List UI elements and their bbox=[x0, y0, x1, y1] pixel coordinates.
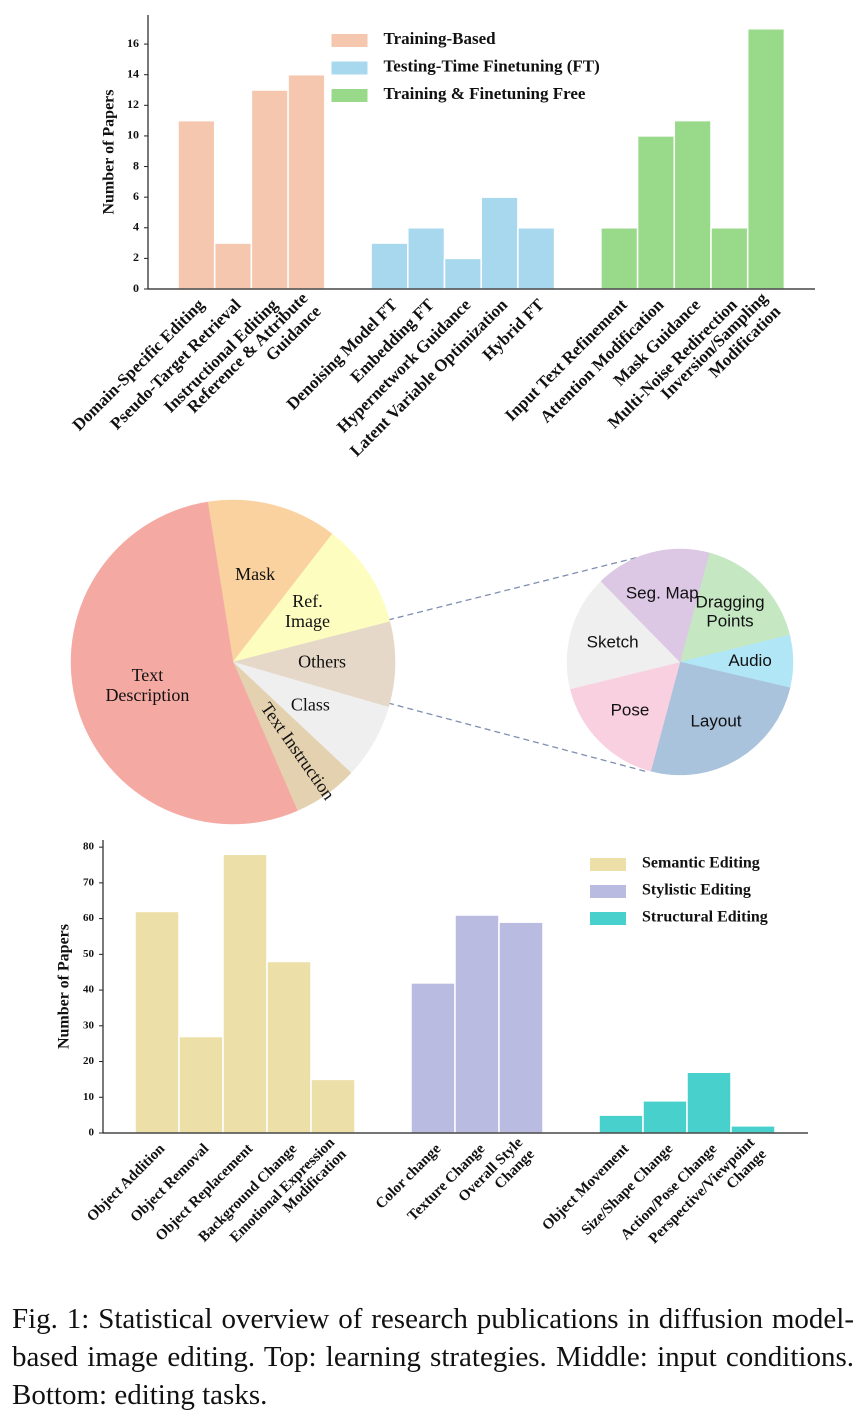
legend-label: Structural Editing bbox=[642, 909, 768, 926]
y-tick-label: 10 bbox=[127, 128, 139, 142]
y-tick-label: 60 bbox=[83, 912, 95, 924]
pie-slice bbox=[566, 580, 681, 690]
slice-label: Audio bbox=[728, 651, 771, 670]
legend-swatch bbox=[331, 89, 368, 102]
bar bbox=[266, 960, 312, 1134]
slice-label: Layout bbox=[690, 712, 741, 731]
y-tick-label: 2 bbox=[133, 250, 139, 264]
legend-label: Stylistic Editing bbox=[642, 882, 751, 899]
slice-label: Class bbox=[291, 694, 330, 714]
slice-label: Ref. Image bbox=[285, 591, 330, 631]
legend-swatch bbox=[590, 885, 626, 898]
bar bbox=[134, 910, 180, 1134]
bar bbox=[287, 73, 326, 290]
legend-label: Training & Finetuning Free bbox=[384, 84, 586, 103]
legend-swatch bbox=[331, 34, 368, 47]
bar bbox=[517, 227, 556, 290]
bar bbox=[642, 1100, 688, 1134]
pie-slice bbox=[207, 499, 333, 663]
y-tick-label: 0 bbox=[133, 281, 139, 295]
y-tick-label: 12 bbox=[127, 97, 139, 111]
slice-label: Sketch bbox=[587, 632, 639, 651]
pie-slice bbox=[232, 533, 391, 663]
y-tick-label: 70 bbox=[83, 876, 95, 888]
y-axis-label: Number of Papers bbox=[101, 89, 118, 214]
bar bbox=[178, 1035, 224, 1134]
y-tick-label: 50 bbox=[83, 948, 95, 960]
bar bbox=[730, 1125, 776, 1134]
legend-label: Semantic Editing bbox=[642, 855, 760, 872]
slice-label: Dragging Points bbox=[696, 593, 765, 631]
y-axis-label: Number of Papers bbox=[56, 924, 73, 1049]
bar bbox=[710, 227, 749, 290]
bar bbox=[673, 119, 712, 290]
pie-slice bbox=[569, 661, 681, 772]
y-tick-label: 16 bbox=[127, 36, 139, 50]
legend-label: Testing-Time Finetuning (FT) bbox=[384, 56, 600, 75]
bar bbox=[310, 1078, 356, 1134]
bar bbox=[177, 119, 216, 290]
slice-label: Seg. Map bbox=[626, 584, 699, 603]
bar bbox=[686, 1071, 732, 1134]
y-tick-label: 40 bbox=[83, 984, 95, 996]
slice-label: Others bbox=[298, 652, 346, 672]
legend-swatch bbox=[590, 912, 626, 925]
x-tick-label: Object Removal bbox=[128, 1141, 213, 1226]
caption: Fig. 1: Statistical overview of research… bbox=[12, 1303, 854, 1411]
bar bbox=[213, 242, 253, 290]
bar bbox=[598, 1114, 644, 1134]
bar bbox=[410, 982, 456, 1134]
x-tick-label: Object Addition bbox=[84, 1140, 169, 1225]
bar bbox=[250, 89, 289, 290]
bar bbox=[746, 28, 786, 290]
y-tick-label: 20 bbox=[83, 1055, 95, 1067]
slice-label: Mask bbox=[235, 564, 275, 584]
bar bbox=[600, 227, 639, 290]
pie-slice bbox=[650, 661, 791, 776]
y-tick-label: 80 bbox=[83, 841, 95, 853]
bar bbox=[636, 135, 676, 290]
pie-slice bbox=[679, 552, 791, 663]
y-tick-label: 14 bbox=[127, 66, 139, 80]
legend-swatch bbox=[331, 61, 368, 75]
y-tick-label: 0 bbox=[89, 1127, 95, 1139]
pie-slice bbox=[600, 548, 710, 663]
y-tick-label: 4 bbox=[133, 220, 139, 234]
y-tick-label: 8 bbox=[133, 158, 139, 172]
bar bbox=[454, 914, 500, 1134]
bar bbox=[498, 921, 544, 1134]
slice-label: Pose bbox=[611, 701, 650, 720]
legend-swatch bbox=[590, 858, 626, 871]
bar bbox=[407, 227, 446, 290]
slice-label: Text Description bbox=[105, 665, 189, 705]
bar bbox=[443, 257, 482, 290]
pie-slice bbox=[70, 501, 298, 825]
connector bbox=[387, 552, 656, 621]
bar bbox=[370, 242, 409, 290]
x-tick-label: Overall StyleChange bbox=[456, 1135, 538, 1217]
y-tick-label: 10 bbox=[83, 1091, 95, 1103]
y-tick-label: 6 bbox=[133, 189, 139, 203]
y-tick-label: 30 bbox=[83, 1019, 95, 1031]
bar bbox=[222, 853, 268, 1134]
pie-slice bbox=[232, 621, 396, 708]
bar bbox=[480, 196, 519, 290]
legend-label: Training-Based bbox=[384, 29, 497, 48]
connector bbox=[387, 702, 649, 773]
